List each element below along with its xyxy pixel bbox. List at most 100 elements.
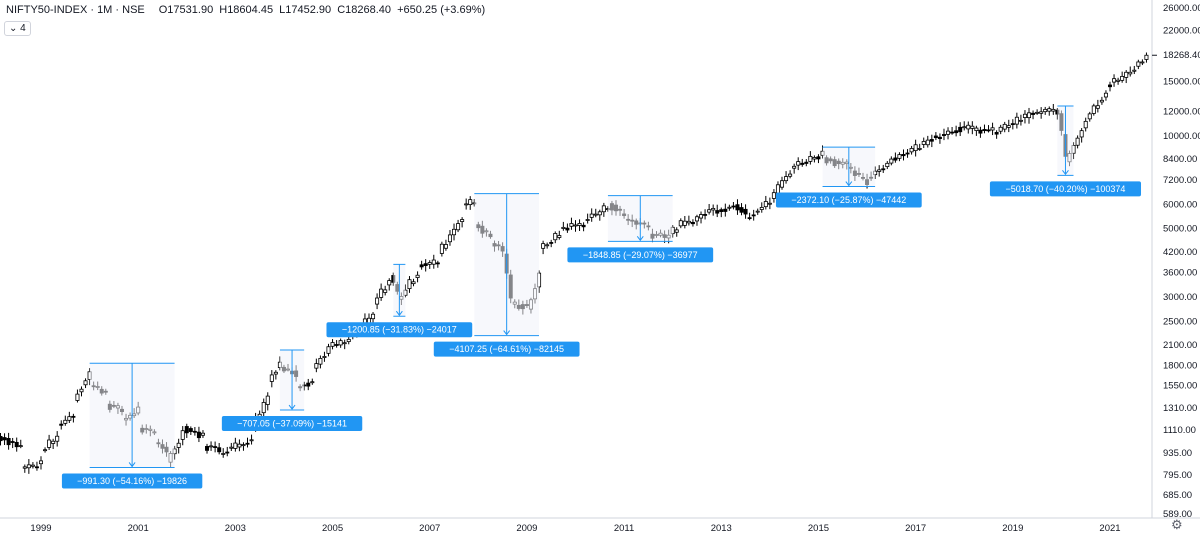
candle-body (10, 441, 15, 443)
candle-body (1002, 123, 1007, 130)
time-tick-label: 2001 (128, 523, 149, 534)
candle-body (686, 220, 691, 224)
candle-body (585, 219, 590, 221)
measure-label-box (433, 341, 580, 357)
arrow-down-icon (395, 310, 403, 317)
candle-body (946, 130, 951, 135)
candle-body (1043, 108, 1048, 113)
candle-body (715, 210, 720, 214)
measure-label-box (326, 322, 473, 338)
candle-body (577, 223, 582, 226)
candle-body (792, 165, 797, 169)
candle-body (925, 139, 930, 146)
candle-body (431, 259, 436, 265)
measure-label-box (221, 416, 363, 432)
candle-body (1039, 111, 1044, 114)
candle-body (682, 220, 687, 226)
candle-body (581, 224, 586, 228)
drawdown-measure[interactable]: −1200.85 (−31.83%) −24017 (326, 263, 473, 338)
candle-body (1079, 130, 1084, 138)
arrow-down-icon (288, 404, 296, 410)
measure-label-box (567, 247, 714, 263)
time-tick-label: 1999 (30, 523, 51, 534)
candle-body (51, 440, 56, 444)
arrow-down-icon (128, 462, 136, 468)
candle-body (427, 262, 432, 265)
candle-body (229, 446, 234, 449)
drawdown-measure[interactable]: −2372.10 (−25.87%) −47442 (775, 146, 922, 208)
indicators-toggle-button[interactable]: ⌄ 4 (4, 21, 31, 36)
candle-body (1144, 54, 1149, 60)
candle-body (597, 211, 602, 216)
candle-body (310, 381, 315, 384)
candle-body (39, 460, 44, 465)
candle-body (439, 243, 444, 254)
price-tick-label: 15000.00 (1163, 77, 1200, 88)
candle-body (217, 447, 222, 453)
candle-body (205, 446, 210, 451)
drawdown-measure[interactable]: −5018.70 (−40.20%) −100374 (989, 105, 1142, 197)
candle-body (1091, 105, 1096, 114)
candle-body (407, 279, 412, 290)
candle-body (43, 449, 48, 452)
candle-body (731, 205, 736, 208)
candle-body (1075, 137, 1080, 146)
time-tick-label: 2007 (419, 523, 440, 534)
drawdown-measure[interactable]: −991.30 (−54.16%) −19826 (61, 362, 203, 489)
candle-body (804, 161, 809, 164)
candle-body (47, 439, 52, 448)
candle-body (387, 280, 392, 286)
candle-body (265, 395, 270, 405)
candle-body (735, 204, 740, 211)
candle-body (694, 216, 699, 222)
candle-body (326, 346, 331, 354)
candle-body (314, 363, 319, 369)
candle-body (674, 229, 679, 233)
price-tick-label: 10000.00 (1163, 131, 1200, 142)
price-tick-label: 1310.00 (1163, 403, 1197, 414)
candle-body (209, 445, 214, 448)
candle-body (1095, 105, 1100, 109)
drawdown-measure[interactable]: −707.05 (−37.09%) −15141 (221, 349, 363, 432)
candle-body (759, 207, 764, 210)
candle-body (877, 169, 882, 172)
arrow-down-icon (636, 236, 644, 242)
candle-body (747, 217, 752, 220)
candle-body (456, 223, 461, 231)
candle-body (780, 180, 785, 188)
candle-body (435, 262, 440, 265)
close-value: C18268.40 (337, 4, 392, 16)
candle-body (468, 199, 473, 206)
candle-body (978, 129, 983, 134)
candle-body (545, 244, 550, 247)
gear-icon[interactable]: ⚙ (1171, 517, 1183, 532)
candle-body (751, 214, 756, 217)
chevron-down-icon: ⌄ (9, 23, 18, 34)
candle-body (1128, 71, 1133, 75)
price-tick-label: 12000.00 (1163, 107, 1200, 118)
candle-body (1047, 108, 1052, 112)
candle-body (565, 227, 570, 231)
drawdown-measure[interactable]: −4107.25 (−64.61%) −82145 (433, 193, 580, 357)
candle-body (184, 426, 189, 434)
candle-body (958, 126, 963, 133)
candle-body (447, 234, 452, 243)
candle-body (711, 207, 716, 211)
candle-body (1140, 61, 1145, 64)
candle-body (557, 235, 562, 238)
candle-body (812, 157, 817, 160)
candle-body (796, 161, 801, 166)
candle-body (788, 173, 793, 177)
drawdown-measure[interactable]: −1848.85 (−29.07%) −36977 (567, 195, 714, 263)
candle-body (59, 423, 64, 426)
price-tick-label: 4200.00 (1163, 247, 1197, 258)
price-tick-label: 2500.00 (1163, 316, 1197, 327)
measure-label: −707.05 (−37.09%) −15141 (237, 419, 347, 429)
candle-body (411, 281, 416, 285)
candle-body (929, 139, 934, 142)
symbol-label[interactable]: NIFTY50-INDEX · 1M · NSE (6, 4, 145, 16)
candle-body (727, 206, 732, 209)
candle-body (1099, 99, 1104, 103)
candle-body (889, 158, 894, 164)
